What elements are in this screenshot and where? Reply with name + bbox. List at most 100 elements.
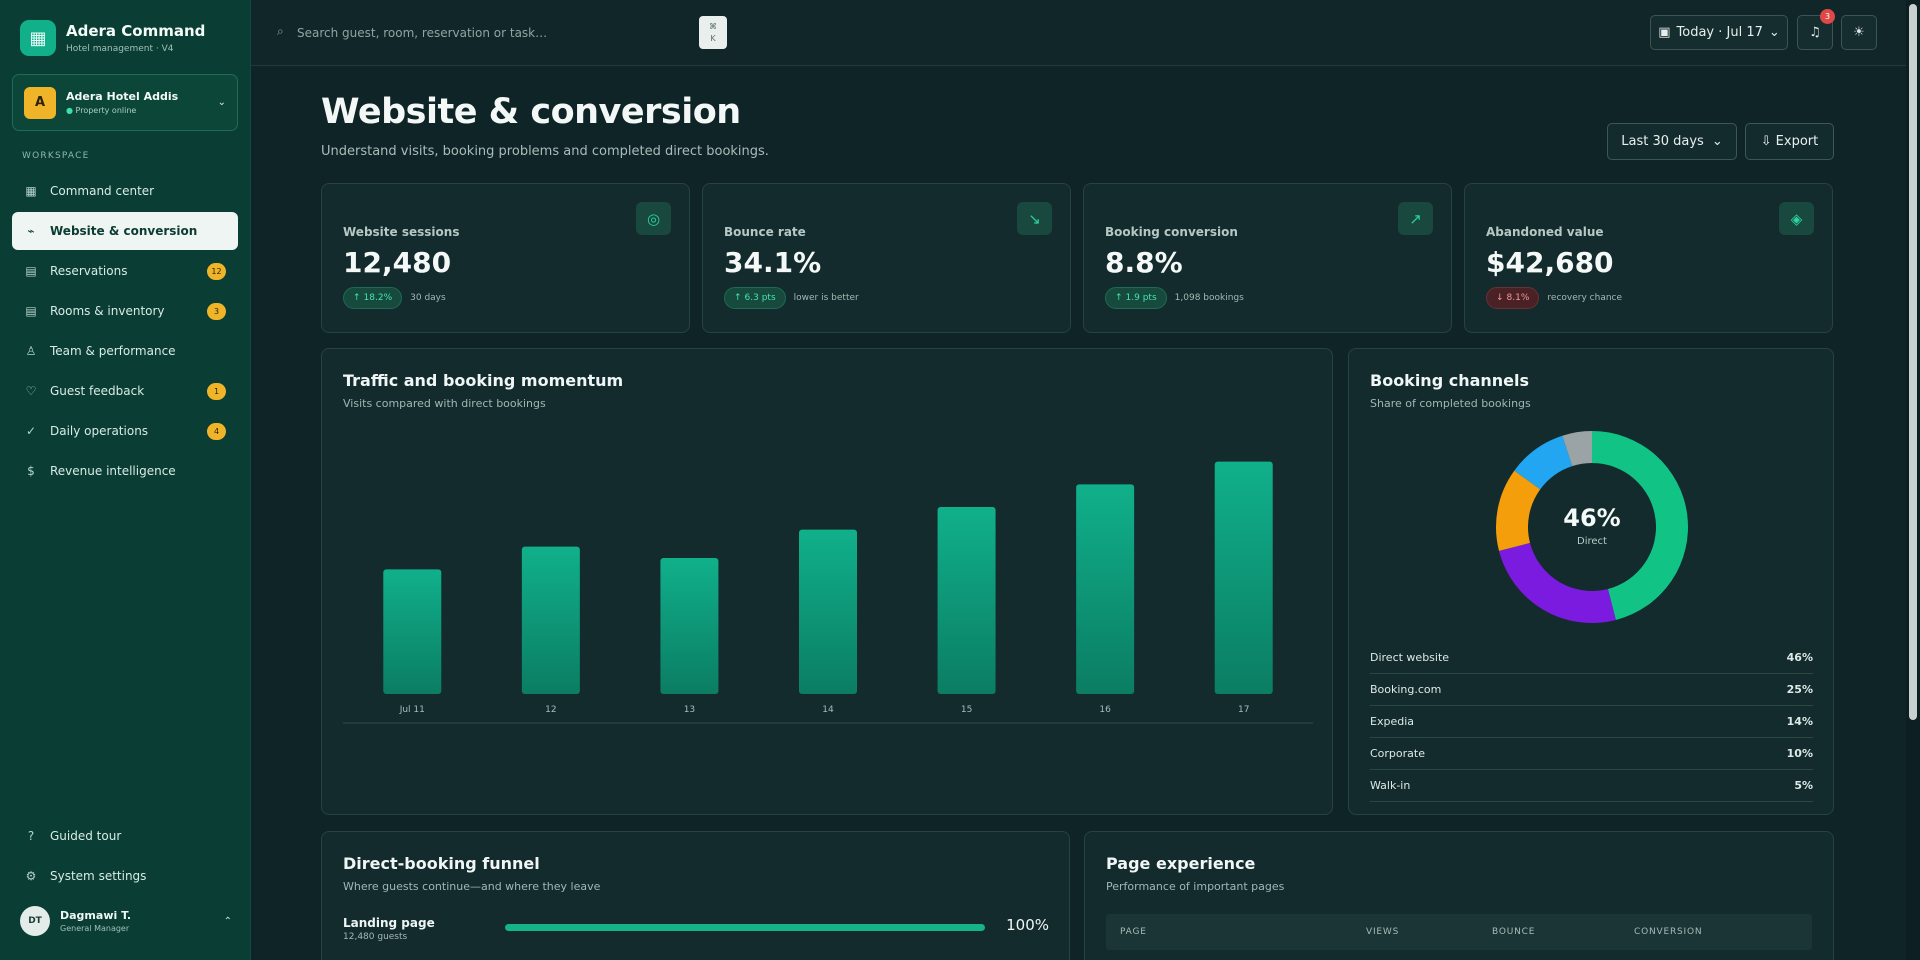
bar-2[interactable] xyxy=(660,558,719,694)
sidebar-item-rooms-inventory[interactable]: ▤ Rooms & inventory 3 xyxy=(12,292,238,330)
sidebar-item-daily-operations[interactable]: ✓ Daily operations 4 xyxy=(12,412,238,450)
export-label: Export xyxy=(1775,134,1819,149)
sun-icon: ☀ xyxy=(1853,25,1865,40)
dashboard-icon: ▦ xyxy=(25,184,37,198)
chevron-down-icon: ⌄ xyxy=(1711,134,1723,149)
column-header-views[interactable]: VIEWS xyxy=(1366,927,1400,937)
download-icon: ⇩ xyxy=(1760,134,1772,149)
period-select[interactable]: Last 30 days ⌄ xyxy=(1607,123,1737,160)
kpi-note: lower is better xyxy=(793,293,859,303)
sidebar-item-label: Daily operations xyxy=(50,424,149,438)
list-item: Expedia 14% xyxy=(1370,706,1813,738)
sidebar-item-command-center[interactable]: ▦ Command center xyxy=(12,172,238,210)
brand[interactable]: ▦ Adera Command Hotel management · V4 xyxy=(20,20,205,56)
channel-name: Booking.com xyxy=(1370,683,1442,696)
calendar-icon: ▤ xyxy=(25,264,37,278)
donut-slice-1[interactable] xyxy=(1499,542,1616,623)
funnel-step-percent: 100% xyxy=(1006,916,1049,934)
help-icon: ? xyxy=(27,829,35,843)
x-tick-label: 12 xyxy=(545,705,556,715)
sidebar-item-revenue-intelligence[interactable]: $ Revenue intelligence xyxy=(12,452,238,490)
theme-toggle-button[interactable]: ☀ xyxy=(1841,15,1877,50)
donut-slice-4[interactable] xyxy=(1562,431,1592,467)
channel-share: 5% xyxy=(1794,779,1813,792)
app-name: Adera Command xyxy=(66,22,206,40)
diamond-icon: ◈ xyxy=(1779,202,1814,235)
topbar: ⌕ ⌘ K ▣ Today · Jul 17 ⌄ ♫ 3 ☀ xyxy=(251,0,1906,66)
donut-value: 46% xyxy=(1563,504,1621,532)
sidebar-footer-nav: ? Guided tour ⚙ System settings xyxy=(12,817,238,897)
calendar-icon: ▣ xyxy=(1658,25,1671,40)
sidebar-item-label: Guided tour xyxy=(50,829,122,843)
donut-slice-0[interactable] xyxy=(1592,431,1688,620)
x-tick-label: 17 xyxy=(1238,705,1249,715)
count-badge: 4 xyxy=(207,422,226,440)
donut-slice-3[interactable] xyxy=(1514,435,1573,490)
count-badge: 3 xyxy=(207,302,226,320)
notifications-button[interactable]: ♫ 3 xyxy=(1797,9,1835,50)
date-label: Today · Jul 17 xyxy=(1676,25,1763,40)
sidebar-item-team-performance[interactable]: ♙ Team & performance xyxy=(12,332,238,370)
bar-6[interactable] xyxy=(1214,461,1273,694)
sidebar-item-label: System settings xyxy=(50,869,147,883)
sidebar-item-label: Team & performance xyxy=(50,344,176,358)
user-menu[interactable]: DT Dagmawi T. General Manager ⌃ xyxy=(20,906,232,936)
traffic-chart-card: Traffic and booking momentum Visits comp… xyxy=(321,348,1333,815)
page-title: Website & conversion xyxy=(321,92,741,132)
k-key: K xyxy=(710,33,716,43)
sidebar-item-reservations[interactable]: ▤ Reservations 12 xyxy=(12,252,238,290)
card-subtitle: Visits compared with direct bookings xyxy=(343,397,546,410)
traffic-bar-chart: Jul 11 12 13 14 15 16 17 xyxy=(343,461,1313,724)
bar-5[interactable] xyxy=(1076,484,1135,694)
channel-list: Direct website 46% Booking.com 25% Exped… xyxy=(1370,642,1813,802)
trend-chip: ↑ 18.2% xyxy=(343,287,403,309)
channel-name: Walk-in xyxy=(1370,779,1411,792)
export-button[interactable]: ⇩ Export xyxy=(1745,123,1834,160)
search-input[interactable] xyxy=(297,21,677,45)
bar-4[interactable] xyxy=(937,507,996,694)
list-item: Walk-in 5% xyxy=(1370,770,1813,802)
date-picker-button[interactable]: ▣ Today · Jul 17 ⌄ xyxy=(1650,15,1788,50)
column-header-page[interactable]: PAGE xyxy=(1120,927,1147,937)
channel-share: 25% xyxy=(1786,683,1813,696)
x-tick-label: 14 xyxy=(822,705,834,715)
x-tick-label: 13 xyxy=(684,705,695,715)
sidebar-item-guest-feedback[interactable]: ♡ Guest feedback 1 xyxy=(12,372,238,410)
sidebar-item-system-settings[interactable]: ⚙ System settings xyxy=(12,857,238,895)
property-avatar: A xyxy=(24,86,56,119)
kpi-label: Abandoned value xyxy=(1486,225,1604,239)
kpi-note: 30 days xyxy=(410,293,446,303)
column-header-bounce[interactable]: BOUNCE xyxy=(1492,927,1536,937)
bar-0[interactable] xyxy=(383,569,442,694)
sidebar-item-guided-tour[interactable]: ? Guided tour xyxy=(12,817,238,855)
bar-1[interactable] xyxy=(521,546,580,694)
kpi-note: recovery chance xyxy=(1547,293,1623,303)
arrow-up-right-icon: ↗ xyxy=(1398,202,1433,235)
x-tick-label: Jul 11 xyxy=(399,705,425,715)
avatar: DT xyxy=(20,906,50,936)
heart-icon: ♡ xyxy=(25,384,37,398)
app-subtitle: Hotel management · V4 xyxy=(66,44,174,54)
page-scrollbar[interactable] xyxy=(1906,0,1920,960)
kpi-label: Booking conversion xyxy=(1105,225,1238,239)
kpi-value: 12,480 xyxy=(343,246,452,279)
person-icon: ♙ xyxy=(25,344,37,358)
chevron-down-icon: ⌄ xyxy=(1768,25,1780,40)
funnel-step-count: 12,480 guests xyxy=(343,932,408,942)
donut-slice-2[interactable] xyxy=(1496,470,1541,551)
trend-chip: ↑ 1.9 pts xyxy=(1105,287,1167,309)
arrow-up-icon: ↑ xyxy=(1115,293,1123,303)
scrollbar-thumb[interactable] xyxy=(1909,4,1917,720)
column-header-conversion[interactable]: CONVERSION xyxy=(1634,927,1703,937)
bar-3[interactable] xyxy=(799,529,857,694)
sidebar-item-website-conversion[interactable]: ⌁ Website & conversion xyxy=(12,212,238,250)
kpi-value: 8.8% xyxy=(1105,246,1183,279)
donut-label: Direct xyxy=(1577,536,1607,547)
sidebar: ▦ Adera Command Hotel management · V4 A … xyxy=(0,0,251,960)
arrow-down-right-icon: ↘ xyxy=(1017,202,1052,235)
property-switcher[interactable]: A Adera Hotel Addis ● Property online ⌄ xyxy=(12,74,238,131)
user-role: General Manager xyxy=(60,924,130,933)
rooms-icon: ▤ xyxy=(25,304,37,318)
kpi-card-booking-conversion: ↗ Booking conversion 8.8% ↑ 1.9 pts 1,098… xyxy=(1083,183,1452,333)
dollar-icon: $ xyxy=(27,464,35,478)
